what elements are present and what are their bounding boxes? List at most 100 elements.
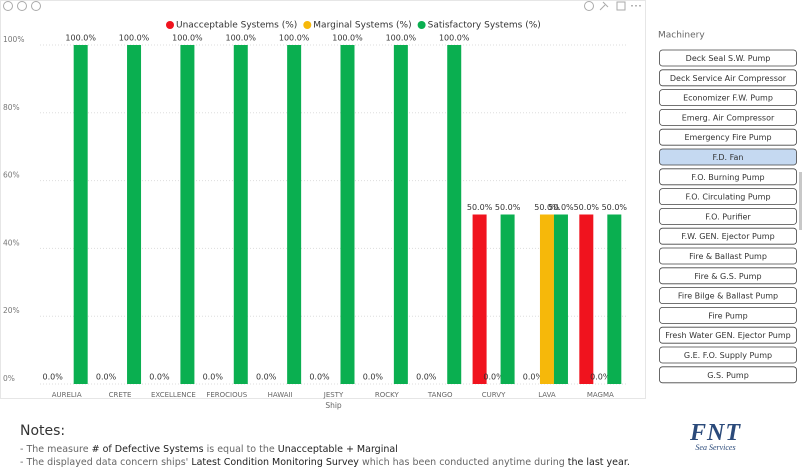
slicer-item-label[interactable]: F.O. Circulating Pump <box>685 193 770 202</box>
drill-up-icon[interactable] <box>3 1 13 11</box>
x-axis-title: Ship <box>325 401 342 410</box>
slicer-item-label[interactable]: Fire Bilge & Ballast Pump <box>678 292 778 301</box>
x-tick-label: TANGO <box>427 391 453 399</box>
x-tick-label: EXCELLENCE <box>151 391 196 399</box>
x-tick-label: AURELIA <box>52 391 82 399</box>
slicer-item-label[interactable]: Emerg. Air Compressor <box>682 113 775 122</box>
data-label: 100.0% <box>172 34 203 43</box>
bar <box>393 45 408 384</box>
bar <box>340 45 355 384</box>
data-label: 100.0% <box>332 34 363 43</box>
bar <box>180 45 195 384</box>
slicer-item[interactable] <box>659 128 797 146</box>
x-tick-label: FEROCIOUS <box>206 391 247 399</box>
legend-marker <box>417 21 426 29</box>
data-label: 0.0% <box>43 373 64 382</box>
visual-header-icons: ⋯ <box>3 0 642 13</box>
x-tick-label: MAGMA <box>587 391 614 399</box>
data-label: 100.0% <box>119 34 150 43</box>
data-label: 50.0% <box>574 203 600 212</box>
y-tick-label: 40% <box>3 238 20 247</box>
x-tick-label: LAVA <box>538 391 556 399</box>
download-icon[interactable] <box>584 1 594 11</box>
legend-marker <box>303 21 312 29</box>
slicer-item[interactable] <box>659 207 797 225</box>
bar <box>127 45 142 384</box>
x-tick-label: CURVY <box>482 391 506 399</box>
bar <box>579 214 594 384</box>
slicer-item-label[interactable]: F.W. GEN. Ejector Pump <box>681 232 774 241</box>
slicer-item[interactable] <box>659 168 797 186</box>
slicer-item[interactable] <box>659 346 797 364</box>
data-label: 0.0% <box>96 373 117 382</box>
more-options[interactable]: ⋯ <box>630 0 642 13</box>
slicer-item[interactable] <box>659 109 797 126</box>
scrollbar[interactable] <box>799 172 802 230</box>
note-line: - The displayed data concern ships' Late… <box>20 456 630 469</box>
slicer-title: Machinery <box>658 31 705 41</box>
logo-tagline: Sea Services <box>695 443 736 452</box>
legend-label: Satisfactory Systems (%) <box>428 21 541 31</box>
y-tick-label: 60% <box>3 171 20 180</box>
slicer-item[interactable] <box>659 227 797 245</box>
data-label: 50.0% <box>534 203 560 212</box>
slicer-item-label[interactable]: G.E. F.O. Supply Pump <box>684 351 772 360</box>
note-line: - The measure # of Defective Systems is … <box>20 443 630 456</box>
expand-icon[interactable] <box>31 1 41 11</box>
data-label: 0.0% <box>523 373 544 382</box>
data-label: 50.0% <box>548 203 574 212</box>
x-tick-label: JESTY <box>323 391 344 399</box>
data-label: 50.0% <box>467 203 493 212</box>
slicer-item-label[interactable]: Emergency Fire Pump <box>684 133 771 142</box>
slicer-item[interactable] <box>659 49 797 67</box>
logo-name: FNT <box>690 420 741 446</box>
slicer-item[interactable] <box>659 69 797 87</box>
slicer-item[interactable] <box>659 326 797 344</box>
x-tick-label: ROCKY <box>375 391 400 399</box>
slicer-item-label[interactable]: Fresh Water GEN. Ejector Pump <box>665 331 790 340</box>
slicer-item-label[interactable]: F.D. Fan <box>713 153 744 162</box>
data-label: 100.0% <box>226 34 257 43</box>
data-label: 50.0% <box>602 203 628 212</box>
pin-icon[interactable] <box>599 1 609 11</box>
note-text: is equal to the <box>203 444 278 455</box>
slicer-item[interactable] <box>659 287 797 305</box>
slicer-item[interactable] <box>659 188 797 206</box>
y-tick-label: 80% <box>3 103 20 112</box>
slicer-item-label[interactable]: F.O. Burning Pump <box>691 173 764 182</box>
slicer-item[interactable] <box>659 306 797 324</box>
drill-down-icon[interactable] <box>17 1 27 11</box>
note-text: Latest Condition Monitoring Survey <box>191 457 359 468</box>
bar <box>447 45 462 384</box>
slicer-item-label[interactable]: Fire & Ballast Pump <box>689 252 767 261</box>
data-label: 0.0% <box>363 373 384 382</box>
y-tick-label: 100% <box>3 35 24 44</box>
data-label: 100.0% <box>439 34 470 43</box>
legend-label: Marginal Systems (%) <box>313 21 411 31</box>
slicer-item[interactable] <box>659 148 797 166</box>
slicer-item[interactable] <box>659 267 797 285</box>
note-text: - The measure <box>20 444 92 455</box>
slicer-item-label[interactable]: Fire & G.S. Pump <box>694 272 761 281</box>
bar <box>607 214 622 384</box>
y-tick-label: 20% <box>3 306 20 315</box>
legend-marker <box>166 21 174 29</box>
bar <box>539 214 554 384</box>
slicer-item-label[interactable]: Economizer F.W. Pump <box>683 94 773 103</box>
slicer-item[interactable] <box>659 89 797 106</box>
slicer-item-label[interactable]: Deck Seal S.W. Pump <box>686 54 771 63</box>
y-tick-label: 0% <box>3 374 15 383</box>
slicer-item-label[interactable]: G.S. Pump <box>707 371 749 380</box>
focus-icon[interactable] <box>616 1 626 11</box>
slicer-item[interactable] <box>659 366 797 384</box>
note-text: the last year. <box>567 457 630 468</box>
data-label: 50.0% <box>495 203 521 212</box>
slicer-item[interactable] <box>659 247 797 265</box>
slicer-item-label[interactable]: Fire Pump <box>708 311 747 320</box>
bar <box>233 45 248 384</box>
slicer-item-label[interactable]: Deck Service Air Compressor <box>670 74 787 83</box>
data-label: 0.0% <box>590 373 611 382</box>
slicer-item-label[interactable]: F.O. Purifier <box>705 212 751 221</box>
data-label: 0.0% <box>203 373 224 382</box>
